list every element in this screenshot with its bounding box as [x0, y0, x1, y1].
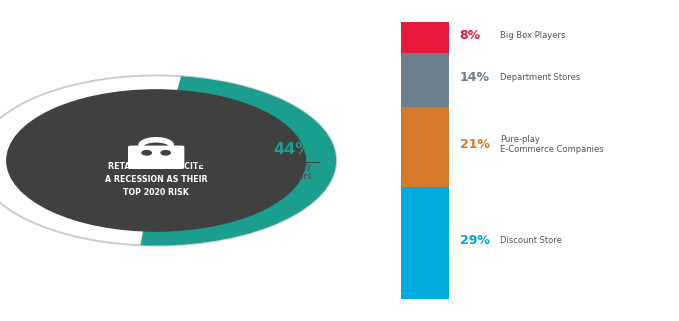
Circle shape: [161, 151, 170, 155]
Text: 8%: 8%: [460, 29, 481, 42]
Circle shape: [7, 90, 306, 231]
Circle shape: [142, 151, 151, 155]
Text: Pure-play
E-Commerce Companies: Pure-play E-Commerce Companies: [500, 135, 604, 154]
Text: 14%: 14%: [460, 71, 490, 84]
Text: Department Stores: Department Stores: [500, 73, 581, 82]
Bar: [401, 187, 449, 299]
Text: 44%: 44%: [273, 143, 311, 157]
Text: RETAILERS THAT CITE
A RECESSION AS THEIR
TOP 2020 RISK: RETAILERS THAT CITE A RECESSION AS THEIR…: [105, 162, 208, 197]
Bar: [401, 22, 449, 53]
Text: Big Box Players: Big Box Players: [500, 31, 566, 40]
FancyBboxPatch shape: [128, 146, 185, 169]
Text: 29%: 29%: [460, 234, 490, 247]
Bar: [401, 107, 449, 187]
Text: 21%: 21%: [460, 138, 490, 151]
Text: Discount Store: Discount Store: [500, 236, 562, 245]
Wedge shape: [141, 76, 336, 246]
Text: Specialty
Retailers: Specialty Retailers: [272, 162, 312, 181]
Bar: [401, 53, 449, 107]
